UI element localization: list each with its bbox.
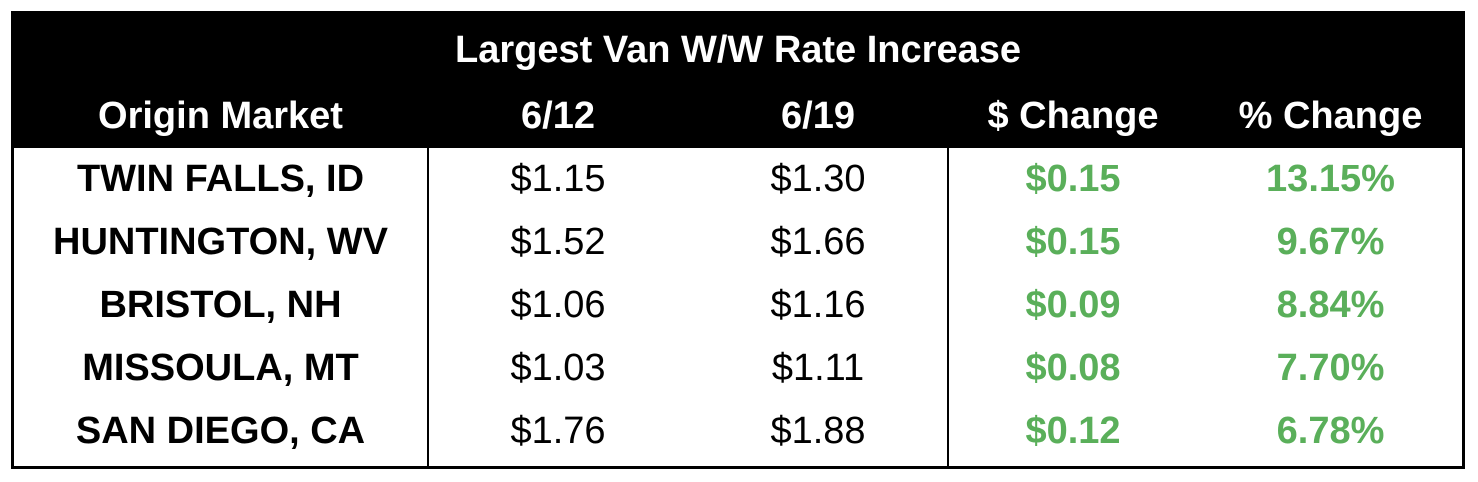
origin-market-cell: MISSOULA, MT bbox=[82, 347, 359, 389]
dollar-change-cell: $0.08 bbox=[1025, 347, 1121, 389]
table-body: TWIN FALLS, ID $1.15 $1.30 $0.15 13.15% … bbox=[14, 148, 1462, 466]
table-title: Largest Van W/W Rate Increase bbox=[455, 29, 1021, 71]
prev-rate-cell: $1.52 bbox=[510, 221, 606, 263]
prev-rate-cell: $1.03 bbox=[510, 347, 606, 389]
percent-change-cell: 8.84% bbox=[1276, 284, 1385, 326]
column-header-percent-change: % Change bbox=[1238, 94, 1423, 137]
origin-market-cell: SAN DIEGO, CA bbox=[75, 410, 366, 452]
table-row: MISSOULA, MT $1.03 $1.11 $0.08 7.70% bbox=[14, 337, 1462, 400]
prev-rate-cell: $1.76 bbox=[510, 410, 606, 452]
table-header: Largest Van W/W Rate Increase Origin Mar… bbox=[14, 14, 1462, 148]
column-header-origin-market: Origin Market bbox=[98, 94, 343, 137]
table-row: HUNTINGTON, WV $1.52 $1.66 $0.15 9.67% bbox=[14, 211, 1462, 274]
column-header-6-19: 6/19 bbox=[781, 94, 855, 137]
table-row: BRISTOL, NH $1.06 $1.16 $0.09 8.84% bbox=[14, 274, 1462, 337]
column-header-dollar-change: $ Change bbox=[987, 94, 1159, 137]
prev-rate-cell: $1.15 bbox=[510, 158, 606, 200]
percent-change-cell: 13.15% bbox=[1266, 158, 1395, 200]
dollar-change-cell: $0.12 bbox=[1025, 410, 1121, 452]
curr-rate-cell: $1.88 bbox=[770, 410, 866, 452]
curr-rate-cell: $1.11 bbox=[771, 347, 865, 389]
column-headers: Origin Market 6/12 6/19 $ Change % Chang… bbox=[14, 84, 1462, 148]
table-row: TWIN FALLS, ID $1.15 $1.30 $0.15 13.15% bbox=[14, 148, 1462, 211]
column-divider-left bbox=[427, 148, 429, 466]
origin-market-cell: BRISTOL, NH bbox=[99, 284, 342, 326]
curr-rate-cell: $1.30 bbox=[770, 158, 866, 200]
column-divider-right bbox=[947, 148, 949, 466]
dollar-change-cell: $0.15 bbox=[1025, 158, 1121, 200]
percent-change-cell: 6.78% bbox=[1276, 410, 1385, 452]
origin-market-cell: HUNTINGTON, WV bbox=[53, 221, 388, 263]
rate-increase-table: Largest Van W/W Rate Increase Origin Mar… bbox=[11, 11, 1465, 469]
percent-change-cell: 7.70% bbox=[1276, 347, 1385, 389]
curr-rate-cell: $1.16 bbox=[770, 284, 866, 326]
curr-rate-cell: $1.66 bbox=[770, 221, 866, 263]
column-header-6-12: 6/12 bbox=[521, 94, 595, 137]
origin-market-cell: TWIN FALLS, ID bbox=[76, 158, 365, 200]
prev-rate-cell: $1.06 bbox=[510, 284, 606, 326]
dollar-change-cell: $0.09 bbox=[1025, 284, 1121, 326]
percent-change-cell: 9.67% bbox=[1276, 221, 1385, 263]
table-row: SAN DIEGO, CA $1.76 $1.88 $0.12 6.78% bbox=[14, 400, 1462, 463]
dollar-change-cell: $0.15 bbox=[1025, 221, 1121, 263]
